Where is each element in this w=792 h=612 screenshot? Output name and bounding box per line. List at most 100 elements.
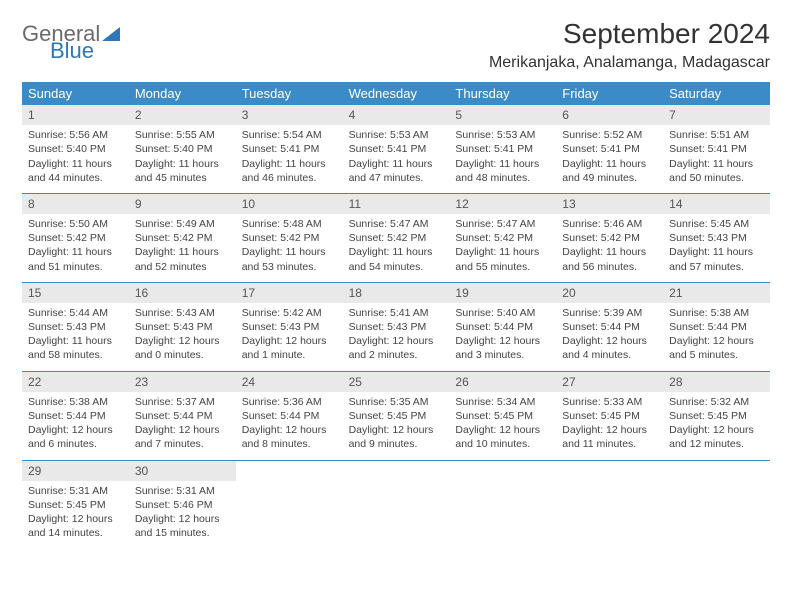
calendar-cell: 22Sunrise: 5:38 AMSunset: 5:44 PMDayligh… [22, 372, 129, 460]
weekday-header: Thursday [449, 82, 556, 105]
daylight-line: Daylight: 11 hours and 44 minutes. [28, 157, 123, 185]
day-number: 24 [236, 372, 343, 392]
daylight-line: Daylight: 12 hours and 10 minutes. [455, 423, 550, 451]
day-details: Sunrise: 5:49 AMSunset: 5:42 PMDaylight:… [129, 214, 236, 282]
sunrise-line: Sunrise: 5:37 AM [135, 395, 230, 409]
day-details: Sunrise: 5:50 AMSunset: 5:42 PMDaylight:… [22, 214, 129, 282]
day-details: Sunrise: 5:41 AMSunset: 5:43 PMDaylight:… [343, 303, 450, 371]
day-number: 26 [449, 372, 556, 392]
calendar-week: 15Sunrise: 5:44 AMSunset: 5:43 PMDayligh… [22, 283, 770, 372]
day-number: 10 [236, 194, 343, 214]
sunset-line: Sunset: 5:46 PM [135, 498, 230, 512]
daylight-line: Daylight: 11 hours and 46 minutes. [242, 157, 337, 185]
daylight-line: Daylight: 12 hours and 5 minutes. [669, 334, 764, 362]
sunrise-line: Sunrise: 5:56 AM [28, 128, 123, 142]
sunset-line: Sunset: 5:40 PM [135, 142, 230, 156]
month-title: September 2024 [489, 18, 770, 50]
calendar-cell: 24Sunrise: 5:36 AMSunset: 5:44 PMDayligh… [236, 372, 343, 460]
daylight-line: Daylight: 11 hours and 58 minutes. [28, 334, 123, 362]
day-details: Sunrise: 5:52 AMSunset: 5:41 PMDaylight:… [556, 125, 663, 193]
logo-triangle-icon [102, 24, 120, 45]
weekday-header: Saturday [663, 82, 770, 105]
daylight-line: Daylight: 11 hours and 48 minutes. [455, 157, 550, 185]
logo: General Blue [22, 18, 120, 62]
calendar-cell: 14Sunrise: 5:45 AMSunset: 5:43 PMDayligh… [663, 194, 770, 282]
daylight-line: Daylight: 12 hours and 0 minutes. [135, 334, 230, 362]
sunrise-line: Sunrise: 5:40 AM [455, 306, 550, 320]
empty-daynum [449, 461, 556, 481]
sunset-line: Sunset: 5:45 PM [349, 409, 444, 423]
day-number: 6 [556, 105, 663, 125]
daylight-line: Daylight: 12 hours and 15 minutes. [135, 512, 230, 540]
sunrise-line: Sunrise: 5:39 AM [562, 306, 657, 320]
title-block: September 2024 Merikanjaka, Analamanga, … [489, 18, 770, 72]
sunset-line: Sunset: 5:44 PM [242, 409, 337, 423]
location: Merikanjaka, Analamanga, Madagascar [489, 54, 770, 72]
sunset-line: Sunset: 5:41 PM [242, 142, 337, 156]
sunrise-line: Sunrise: 5:43 AM [135, 306, 230, 320]
day-details: Sunrise: 5:45 AMSunset: 5:43 PMDaylight:… [663, 214, 770, 282]
calendar-cell: 19Sunrise: 5:40 AMSunset: 5:44 PMDayligh… [449, 283, 556, 371]
day-details: Sunrise: 5:47 AMSunset: 5:42 PMDaylight:… [449, 214, 556, 282]
calendar-cell [236, 461, 343, 549]
day-details: Sunrise: 5:54 AMSunset: 5:41 PMDaylight:… [236, 125, 343, 193]
day-number: 28 [663, 372, 770, 392]
calendar-cell [343, 461, 450, 549]
sunrise-line: Sunrise: 5:47 AM [349, 217, 444, 231]
day-details: Sunrise: 5:31 AMSunset: 5:46 PMDaylight:… [129, 481, 236, 549]
sunrise-line: Sunrise: 5:41 AM [349, 306, 444, 320]
sunrise-line: Sunrise: 5:47 AM [455, 217, 550, 231]
sunset-line: Sunset: 5:42 PM [455, 231, 550, 245]
sunset-line: Sunset: 5:42 PM [135, 231, 230, 245]
calendar-week: 8Sunrise: 5:50 AMSunset: 5:42 PMDaylight… [22, 194, 770, 283]
weekday-header: Sunday [22, 82, 129, 105]
calendar-cell [663, 461, 770, 549]
day-number: 29 [22, 461, 129, 481]
day-details: Sunrise: 5:40 AMSunset: 5:44 PMDaylight:… [449, 303, 556, 371]
day-details: Sunrise: 5:37 AMSunset: 5:44 PMDaylight:… [129, 392, 236, 460]
calendar-cell: 26Sunrise: 5:34 AMSunset: 5:45 PMDayligh… [449, 372, 556, 460]
sunrise-line: Sunrise: 5:55 AM [135, 128, 230, 142]
sunrise-line: Sunrise: 5:31 AM [28, 484, 123, 498]
sunset-line: Sunset: 5:45 PM [562, 409, 657, 423]
day-number: 5 [449, 105, 556, 125]
calendar-cell: 7Sunrise: 5:51 AMSunset: 5:41 PMDaylight… [663, 105, 770, 193]
calendar-week: 29Sunrise: 5:31 AMSunset: 5:45 PMDayligh… [22, 461, 770, 549]
sunset-line: Sunset: 5:42 PM [562, 231, 657, 245]
empty-daynum [663, 461, 770, 481]
calendar-cell: 18Sunrise: 5:41 AMSunset: 5:43 PMDayligh… [343, 283, 450, 371]
sunset-line: Sunset: 5:40 PM [28, 142, 123, 156]
sunrise-line: Sunrise: 5:46 AM [562, 217, 657, 231]
empty-daynum [343, 461, 450, 481]
daylight-line: Daylight: 12 hours and 9 minutes. [349, 423, 444, 451]
weekday-header: Friday [556, 82, 663, 105]
day-details: Sunrise: 5:32 AMSunset: 5:45 PMDaylight:… [663, 392, 770, 460]
day-number: 23 [129, 372, 236, 392]
day-details: Sunrise: 5:56 AMSunset: 5:40 PMDaylight:… [22, 125, 129, 193]
day-number: 12 [449, 194, 556, 214]
calendar-cell: 10Sunrise: 5:48 AMSunset: 5:42 PMDayligh… [236, 194, 343, 282]
weekday-header: Tuesday [236, 82, 343, 105]
sunrise-line: Sunrise: 5:52 AM [562, 128, 657, 142]
daylight-line: Daylight: 11 hours and 51 minutes. [28, 245, 123, 273]
day-details: Sunrise: 5:46 AMSunset: 5:42 PMDaylight:… [556, 214, 663, 282]
day-number: 1 [22, 105, 129, 125]
sunrise-line: Sunrise: 5:49 AM [135, 217, 230, 231]
sunrise-line: Sunrise: 5:38 AM [28, 395, 123, 409]
sunset-line: Sunset: 5:42 PM [349, 231, 444, 245]
calendar-cell: 16Sunrise: 5:43 AMSunset: 5:43 PMDayligh… [129, 283, 236, 371]
day-number: 7 [663, 105, 770, 125]
calendar-cell: 11Sunrise: 5:47 AMSunset: 5:42 PMDayligh… [343, 194, 450, 282]
day-number: 20 [556, 283, 663, 303]
day-details: Sunrise: 5:53 AMSunset: 5:41 PMDaylight:… [343, 125, 450, 193]
daylight-line: Daylight: 12 hours and 1 minute. [242, 334, 337, 362]
day-number: 27 [556, 372, 663, 392]
day-details: Sunrise: 5:36 AMSunset: 5:44 PMDaylight:… [236, 392, 343, 460]
daylight-line: Daylight: 12 hours and 2 minutes. [349, 334, 444, 362]
sunset-line: Sunset: 5:44 PM [455, 320, 550, 334]
daylight-line: Daylight: 11 hours and 55 minutes. [455, 245, 550, 273]
sunrise-line: Sunrise: 5:53 AM [349, 128, 444, 142]
daylight-line: Daylight: 12 hours and 11 minutes. [562, 423, 657, 451]
day-number: 17 [236, 283, 343, 303]
calendar-cell: 15Sunrise: 5:44 AMSunset: 5:43 PMDayligh… [22, 283, 129, 371]
